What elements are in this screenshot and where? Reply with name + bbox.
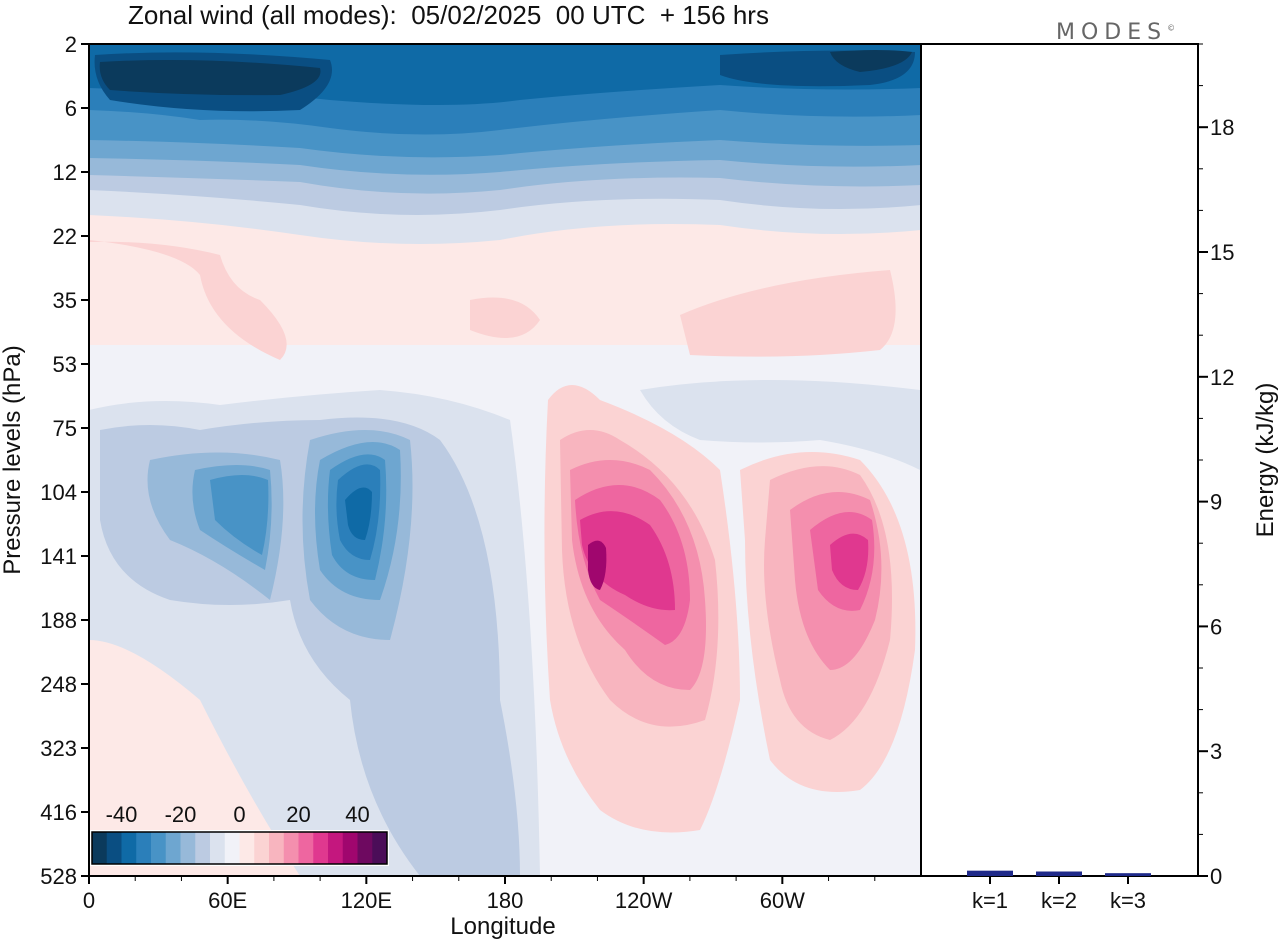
colorbar-label: 40 [345,802,369,827]
colorbar-label: -40 [106,802,138,827]
energy-bar [1105,873,1151,876]
colorbar-swatch [136,832,152,864]
westerly-core [580,511,869,611]
colorbar-label: -20 [165,802,197,827]
y-axis-ticks: 2 6 12 22 35 53 75 104 141 188 248 323 416 528 [40,32,89,889]
x-axis-label: Longitude [450,913,555,940]
x-axis-ticks: 0 60E 120E 180 120W 60W [83,876,876,913]
x-tick-label: 0 [83,888,95,913]
energy-panel-frame [920,43,1199,877]
colorbar-swatch [224,832,240,864]
mid-strat-pink-blobs [89,240,896,360]
y-tick-label: 53 [53,352,77,377]
westerly-core-max [588,540,607,590]
y-tick-label: 188 [40,608,77,633]
energy-tick-label: 18 [1210,115,1234,140]
x-tick-label: 60E [208,888,247,913]
logo-text: MODES [1056,20,1168,45]
colorbar: -40 -20 0 20 40 [90,802,389,866]
modes-logo: MODES© [1056,20,1175,45]
colorbar-swatch [298,832,314,864]
colorbar-swatch [372,832,388,864]
y-tick-label: 12 [53,160,77,185]
colorbar-label: 0 [233,802,245,827]
y-tick-label: 323 [40,736,77,761]
colorbar-swatch [342,832,358,864]
colorbar-swatch [283,832,299,864]
colorbar-swatch [254,832,270,864]
energy-bar [1036,871,1082,876]
energy-bar [967,870,1013,876]
energy-category-label: k=3 [1110,888,1146,913]
energy-axis-label: Energy (kJ/kg) [1252,383,1279,538]
colorbar-swatch [269,832,285,864]
energy-category-label: k=1 [972,888,1008,913]
y-tick-label: 2 [65,32,77,57]
colorbar-swatch [357,832,373,864]
strat-band-8 [94,50,916,112]
colorbar-swatch [328,832,344,864]
x-tick-label: 60W [760,888,805,913]
energy-tick-label: 15 [1210,240,1234,265]
x-tick-label: 180 [487,888,524,913]
y-tick-label: 22 [53,224,77,249]
colorbar-swatch [151,832,167,864]
y-tick-label: 6 [65,96,77,121]
energy-tick-label: 12 [1210,365,1234,390]
colorbar-label: 20 [286,802,310,827]
energy-tick-label: 3 [1210,739,1222,764]
chart-title: Zonal wind (all modes): 05/02/2025 00 UT… [128,0,769,30]
y-axis-label: Pressure levels (hPa) [0,345,26,574]
logo-mark: © [1167,23,1176,33]
x-tick-label: 120W [615,888,673,913]
colorbar-swatch [180,832,196,864]
colorbar-swatch [210,832,226,864]
colorbar-swatch [121,832,137,864]
y-tick-label: 75 [53,416,77,441]
easterly-core-max [345,487,372,540]
energy-tick-label: 6 [1210,614,1222,639]
energy-tick-label: 0 [1210,864,1222,889]
y-tick-label: 141 [40,544,77,569]
energy-bars: k=1 k=2 k=3 [967,870,1151,913]
y-tick-label: 104 [40,480,77,505]
colorbar-swatch [106,832,122,864]
strat-band-9 [99,50,912,96]
energy-axis-ticks: 0 3 6 9 12 15 18 [1198,43,1234,889]
colorbar-swatch [92,832,108,864]
x-tick-label: 120E [341,888,392,913]
zonal-wind-contour-field [89,44,921,876]
y-tick-label: 248 [40,672,77,697]
colorbar-swatch [165,832,181,864]
colorbar-swatch [313,832,329,864]
y-tick-label: 416 [40,800,77,825]
colorbar-frame [91,831,388,865]
energy-tick-label: 9 [1210,490,1222,515]
colorbar-swatch [195,832,211,864]
colorbar-swatch [239,832,255,864]
energy-category-label: k=2 [1041,888,1077,913]
y-tick-label: 528 [40,864,77,889]
y-tick-label: 35 [53,288,77,313]
